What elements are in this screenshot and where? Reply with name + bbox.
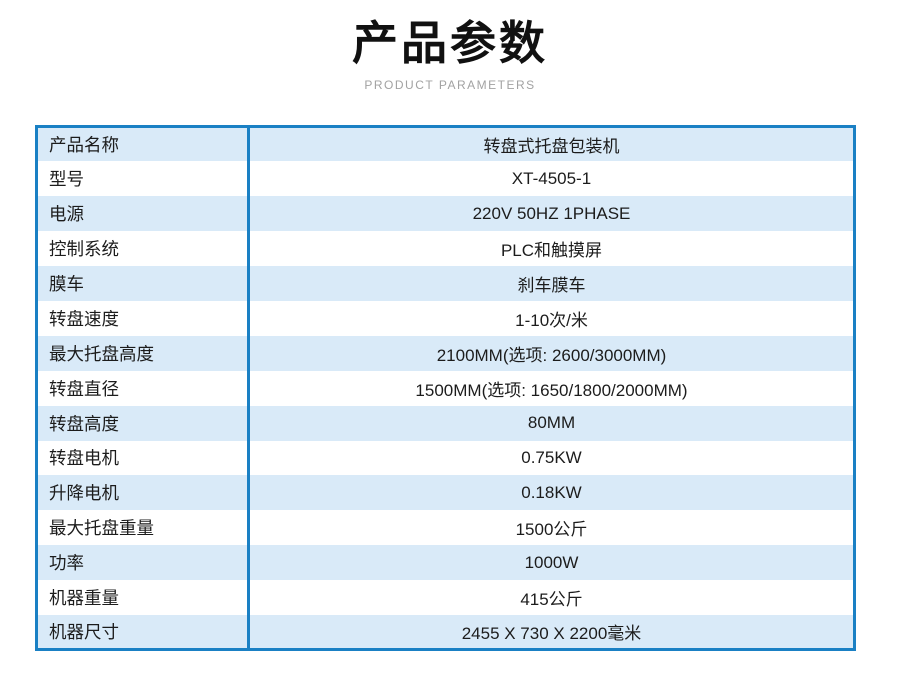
param-value: 0.18KW: [248, 475, 855, 511]
table-row: 控制系统 PLC和触摸屏: [36, 231, 855, 267]
parameters-table: 产品名称 转盘式托盘包装机 型号 XT-4505-1 电源 220V 50HZ 1PHAS…: [35, 125, 856, 652]
param-label: 转盘直径: [36, 370, 250, 406]
param-label: 最大托盘重量: [36, 510, 250, 546]
param-value: 1500MM(选项: 1650/1800/2000MM): [248, 370, 855, 406]
param-label: 机器重量: [36, 580, 250, 615]
param-label: 电源: [36, 196, 250, 232]
table-row: 转盘速度 1-10次/米: [36, 300, 855, 336]
table-row: 转盘电机 0.75KW: [36, 440, 855, 476]
param-value: 1500公斤: [248, 510, 855, 546]
table-row: 机器重量 415公斤: [36, 580, 855, 615]
table-row: 转盘直径 1500MM(选项: 1650/1800/2000MM): [36, 370, 855, 406]
param-label: 控制系统: [36, 231, 250, 267]
param-value: PLC和触摸屏: [248, 231, 855, 267]
param-value: XT-4505-1: [248, 161, 855, 197]
param-label: 型号: [36, 161, 250, 197]
parameters-table-body: 产品名称 转盘式托盘包装机 型号 XT-4505-1 电源 220V 50HZ 1PHAS…: [36, 126, 855, 650]
param-value: 220V 50HZ 1PHASE: [248, 196, 855, 232]
table-row: 最大托盘重量 1500公斤: [36, 510, 855, 546]
param-value: 1000W: [248, 545, 855, 581]
param-value: 2455 X 730 X 2200毫米: [248, 614, 855, 650]
param-label: 转盘电机: [36, 440, 250, 476]
table-row: 膜车 刹车膜车: [36, 266, 855, 301]
param-value: 刹车膜车: [248, 266, 855, 301]
page-subtitle: PRODUCT PARAMETERS: [364, 78, 536, 92]
param-value: 转盘式托盘包装机: [248, 126, 855, 162]
table-row: 功率 1000W: [36, 545, 855, 581]
param-label: 转盘速度: [36, 300, 250, 336]
param-value: 0.75KW: [248, 440, 855, 476]
page-header: 产品参数 PRODUCT PARAMETERS: [0, 14, 900, 92]
param-label: 产品名称: [36, 126, 250, 162]
param-value: 80MM: [248, 405, 855, 441]
table-row: 机器尺寸 2455 X 730 X 2200毫米: [36, 614, 855, 650]
table-row: 最大托盘高度 2100MM(选项: 2600/3000MM): [36, 335, 855, 371]
param-label: 机器尺寸: [36, 614, 250, 650]
param-label: 转盘高度: [36, 405, 250, 441]
param-value: 2100MM(选项: 2600/3000MM): [248, 335, 855, 371]
param-label: 升降电机: [36, 475, 250, 511]
param-label: 膜车: [36, 266, 250, 301]
table-row: 电源 220V 50HZ 1PHASE: [36, 196, 855, 232]
param-label: 最大托盘高度: [36, 335, 250, 371]
param-label: 功率: [36, 545, 250, 581]
table-row: 转盘高度 80MM: [36, 405, 855, 441]
param-value: 415公斤: [248, 580, 855, 615]
table-row: 型号 XT-4505-1: [36, 161, 855, 197]
param-value: 1-10次/米: [248, 300, 855, 336]
table-row: 升降电机 0.18KW: [36, 475, 855, 511]
table-row: 产品名称 转盘式托盘包装机: [36, 126, 855, 162]
page-title: 产品参数: [352, 17, 548, 69]
